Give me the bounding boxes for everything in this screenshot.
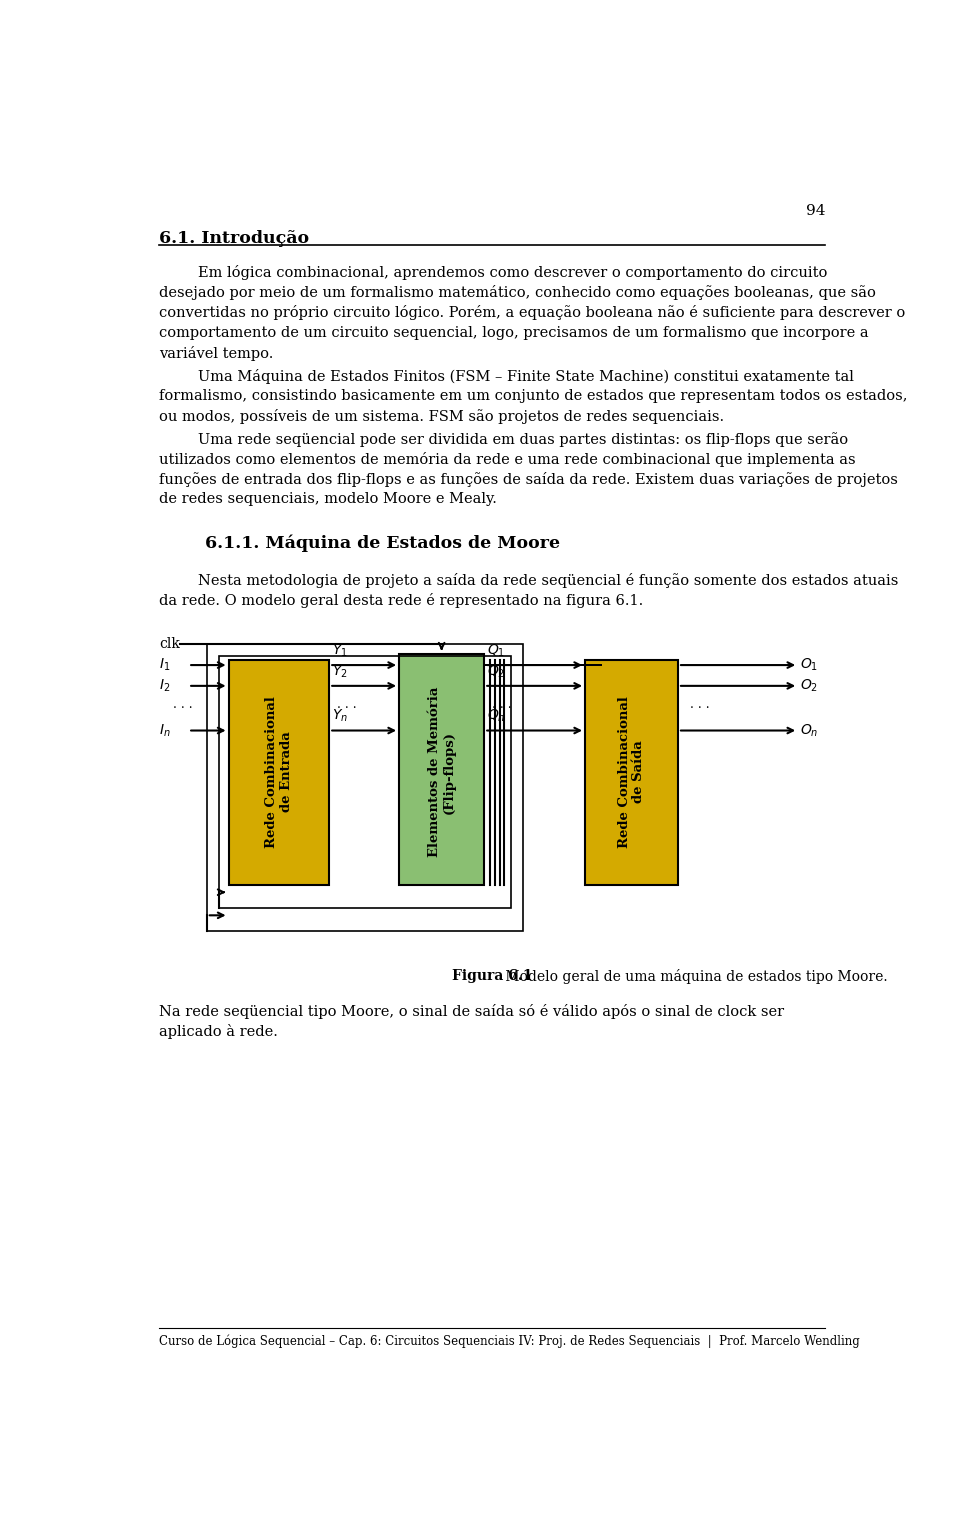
Text: Uma Máquina de Estados Finitos (FSM – Finite State Machine) constitui exatamente: Uma Máquina de Estados Finitos (FSM – Fi… — [198, 369, 853, 384]
Text: comportamento de um circuito sequencial, logo, precisamos de um formalismo que i: comportamento de um circuito sequencial,… — [158, 325, 869, 340]
Text: Na rede seqüencial tipo Moore, o sinal de saída só é válido após o sinal de cloc: Na rede seqüencial tipo Moore, o sinal d… — [158, 1004, 784, 1019]
Text: Modelo geral de uma máquina de estados tipo Moore.: Modelo geral de uma máquina de estados t… — [501, 969, 888, 984]
Text: Rede Combinacional
de Entrada: Rede Combinacional de Entrada — [265, 696, 293, 848]
Text: $O_n$: $O_n$ — [801, 723, 819, 738]
Text: de redes sequenciais, modelo Moore e Mealy.: de redes sequenciais, modelo Moore e Mea… — [158, 492, 496, 506]
Text: $Y_2$: $Y_2$ — [332, 664, 348, 679]
Text: $Y_n$: $Y_n$ — [332, 708, 348, 725]
Text: utilizados como elementos de memória da rede e uma rede combinacional que implem: utilizados como elementos de memória da … — [158, 451, 855, 466]
Text: convertidas no próprio circuito lógico. Porém, a equação booleana não é suficien: convertidas no próprio circuito lógico. … — [158, 305, 905, 321]
Bar — [206, 644, 523, 931]
Text: Figura 6.1: Figura 6.1 — [452, 969, 532, 983]
Text: formalismo, consistindo basicamente em um conjunto de estados que representam to: formalismo, consistindo basicamente em u… — [158, 389, 907, 403]
Text: · · ·: · · · — [492, 702, 512, 715]
Bar — [399, 653, 484, 884]
Text: clk: clk — [158, 638, 180, 652]
Text: $I_n$: $I_n$ — [158, 723, 170, 738]
Text: · · ·: · · · — [337, 702, 356, 715]
Bar — [219, 656, 512, 908]
Text: 94: 94 — [805, 204, 826, 217]
Text: Nesta metodologia de projeto a saída da rede seqüencial é função somente dos est: Nesta metodologia de projeto a saída da … — [198, 574, 898, 588]
Text: $I_1$: $I_1$ — [158, 656, 170, 673]
Text: variável tempo.: variável tempo. — [158, 345, 274, 360]
Bar — [228, 659, 329, 884]
Text: ou modos, possíveis de um sistema. FSM são projetos de redes sequenciais.: ou modos, possíveis de um sistema. FSM s… — [158, 409, 724, 424]
Text: $Q_n$: $Q_n$ — [488, 708, 506, 725]
Text: Em lógica combinacional, aprendemos como descrever o comportamento do circuito: Em lógica combinacional, aprendemos como… — [198, 266, 827, 281]
Bar — [585, 659, 678, 884]
Text: · · ·: · · · — [689, 702, 709, 715]
Text: desejado por meio de um formalismo matemático, conhecido como equações booleanas: desejado por meio de um formalismo matem… — [158, 286, 876, 301]
Text: aplicado à rede.: aplicado à rede. — [158, 1024, 277, 1039]
Text: funções de entrada dos flip-flops e as funções de saída da rede. Existem duas va: funções de entrada dos flip-flops e as f… — [158, 472, 898, 486]
Text: $Q_2$: $Q_2$ — [488, 664, 506, 679]
Text: Elementos de Memória
(Flip-flops): Elementos de Memória (Flip-flops) — [427, 687, 456, 857]
Text: Uma rede seqüencial pode ser dividida em duas partes distintas: os flip-flops qu: Uma rede seqüencial pode ser dividida em… — [198, 431, 848, 447]
Text: $O_2$: $O_2$ — [801, 677, 819, 694]
Text: da rede. O modelo geral desta rede é representado na figura 6.1.: da rede. O modelo geral desta rede é rep… — [158, 594, 643, 609]
Text: 6.1.1. Máquina de Estados de Moore: 6.1.1. Máquina de Estados de Moore — [205, 535, 561, 553]
Text: Rede Combinacional
de Saída: Rede Combinacional de Saída — [617, 696, 645, 848]
Text: $Y_1$: $Y_1$ — [332, 643, 348, 659]
Text: Curso de Lógica Sequencial – Cap. 6: Circuitos Sequenciais IV: Proj. de Redes Se: Curso de Lógica Sequencial – Cap. 6: Cir… — [158, 1334, 859, 1347]
Text: 6.1. Introdução: 6.1. Introdução — [158, 229, 309, 248]
Text: $I_2$: $I_2$ — [158, 677, 170, 694]
Text: $Q_1$: $Q_1$ — [488, 643, 506, 659]
Text: · · ·: · · · — [173, 702, 192, 715]
Text: $O_1$: $O_1$ — [801, 656, 819, 673]
